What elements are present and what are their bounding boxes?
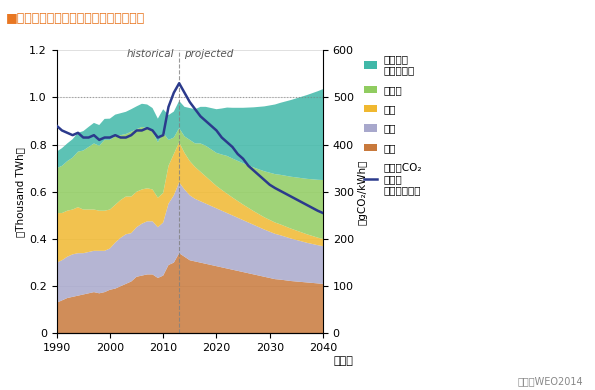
Y-axis label: （Thousand TWh）: （Thousand TWh） [15,147,25,237]
Legend: 再生可能
エネルギー, 原子力, 石油, ガス, 石炭, 発電のCO₂
原単位
（右目盛り）: 再生可能 エネルギー, 原子力, 石油, ガス, 石炭, 発電のCO₂ 原単位 … [360,50,426,200]
Y-axis label: （gCO₂/kWh）: （gCO₂/kWh） [358,159,368,225]
Text: historical: historical [126,49,174,59]
Text: ■日本の発電量構成と二酸化炭素原単位: ■日本の発電量構成と二酸化炭素原単位 [6,12,145,25]
Text: 出典：WEO2014: 出典：WEO2014 [518,376,583,386]
Text: （年）: （年） [334,356,353,366]
Text: projected: projected [184,49,234,59]
